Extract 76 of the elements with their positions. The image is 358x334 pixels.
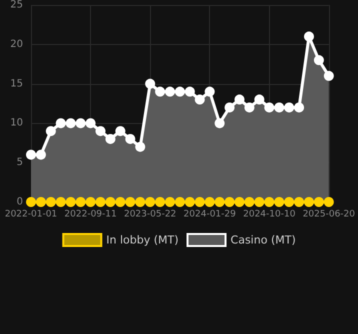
x-tick-label: 2025-06-20 <box>302 210 356 220</box>
point <box>214 197 225 207</box>
y-tick-label: 25 <box>10 0 23 10</box>
point <box>46 126 56 136</box>
point <box>264 102 274 112</box>
point <box>204 86 215 97</box>
legend-label: In lobby (MT) <box>106 234 179 246</box>
y-tick-label: 20 <box>10 38 23 50</box>
point <box>56 197 66 207</box>
x-tick-label: 2022-01-01 <box>4 210 58 220</box>
point <box>46 197 56 207</box>
x-tick-label: 2022-09-11 <box>64 210 117 220</box>
point <box>244 197 254 207</box>
point <box>125 197 136 207</box>
point <box>174 86 185 97</box>
x-tick-label: 2023-05-22 <box>124 210 176 220</box>
point <box>36 197 46 207</box>
point <box>224 102 235 112</box>
point <box>234 197 244 207</box>
legend-label: Casino (MT) <box>230 234 296 246</box>
point <box>115 126 126 136</box>
point <box>284 102 294 112</box>
point <box>105 197 116 207</box>
point <box>26 150 36 160</box>
point <box>244 102 254 112</box>
point <box>294 102 304 112</box>
point <box>115 197 126 207</box>
point <box>284 197 294 207</box>
point <box>145 78 156 89</box>
x-tick-label: 2024-01-29 <box>184 210 236 220</box>
point <box>254 197 264 207</box>
y-tick-label: 10 <box>10 118 23 129</box>
point <box>174 197 185 207</box>
point <box>86 118 96 128</box>
point <box>105 134 116 144</box>
point <box>125 134 136 144</box>
point <box>324 70 334 81</box>
x-tick-label: 2024-10-10 <box>243 210 296 220</box>
point <box>264 197 274 207</box>
point <box>165 86 175 97</box>
point <box>26 197 36 207</box>
point <box>76 197 86 207</box>
point <box>324 197 334 207</box>
point <box>204 197 215 207</box>
point <box>314 197 324 207</box>
point <box>304 32 314 42</box>
point <box>66 197 76 207</box>
point <box>135 142 146 152</box>
point <box>194 94 205 105</box>
point <box>36 150 46 160</box>
point <box>294 197 304 207</box>
point <box>314 55 324 66</box>
point <box>214 118 225 128</box>
point <box>234 94 244 105</box>
point <box>66 118 76 128</box>
y-tick-label: 5 <box>16 157 23 168</box>
y-tick-label: 15 <box>10 78 23 90</box>
point <box>96 197 106 207</box>
point <box>184 86 195 97</box>
point <box>184 197 195 207</box>
point <box>274 197 284 207</box>
point <box>254 94 264 105</box>
y-tick-label: 0 <box>16 196 23 208</box>
point <box>165 197 175 207</box>
point <box>155 86 166 97</box>
point <box>76 118 86 128</box>
point <box>274 102 284 112</box>
point <box>194 197 205 207</box>
point <box>304 197 314 207</box>
point <box>155 197 166 207</box>
point <box>96 126 106 136</box>
point <box>145 197 156 207</box>
point <box>56 118 66 128</box>
point <box>135 197 146 207</box>
point <box>224 197 235 207</box>
point <box>86 197 96 207</box>
